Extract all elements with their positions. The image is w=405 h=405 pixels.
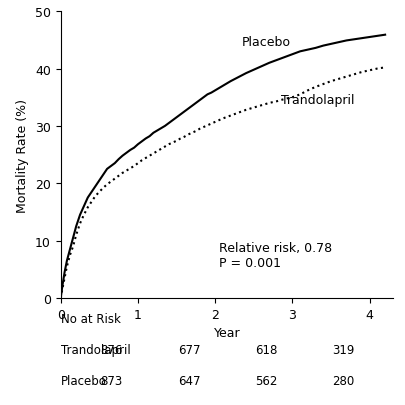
Text: 280: 280 xyxy=(332,375,354,388)
Text: Relative risk, 0.78
P = 0.001: Relative risk, 0.78 P = 0.001 xyxy=(219,242,332,270)
Text: 876: 876 xyxy=(100,343,123,356)
Text: No at Risk: No at Risk xyxy=(61,312,121,325)
X-axis label: Year: Year xyxy=(213,326,240,339)
Text: 562: 562 xyxy=(255,375,277,388)
Text: 319: 319 xyxy=(332,343,355,356)
Y-axis label: Mortality Rate (%): Mortality Rate (%) xyxy=(17,98,30,212)
Text: 677: 677 xyxy=(178,343,200,356)
Text: Trandolapril: Trandolapril xyxy=(61,343,130,356)
Text: Placebo: Placebo xyxy=(61,375,107,388)
Text: 618: 618 xyxy=(255,343,277,356)
Text: Trandolapril: Trandolapril xyxy=(281,94,354,107)
Text: Placebo: Placebo xyxy=(242,36,291,49)
Text: 873: 873 xyxy=(100,375,123,388)
Text: 647: 647 xyxy=(178,375,200,388)
